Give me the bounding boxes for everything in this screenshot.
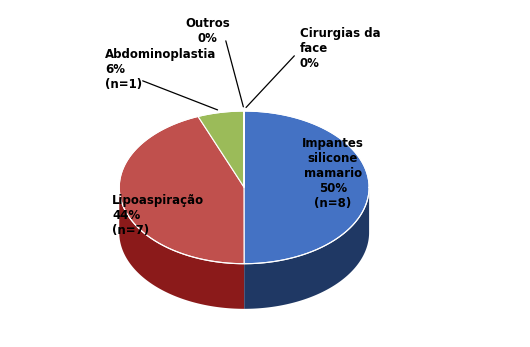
Polygon shape <box>198 111 244 187</box>
Text: Impantes
silicone
mamario
50%
(n=8): Impantes silicone mamario 50% (n=8) <box>302 137 364 210</box>
Polygon shape <box>244 188 369 309</box>
Polygon shape <box>119 117 244 264</box>
Text: Outros
0%: Outros 0% <box>186 17 230 45</box>
Polygon shape <box>244 111 369 264</box>
Text: Abdominoplastia
6%
(n=1): Abdominoplastia 6% (n=1) <box>105 48 217 91</box>
Text: Cirurgias da
face
0%: Cirurgias da face 0% <box>299 27 381 70</box>
Text: Lipoaspiração
44%
(n=7): Lipoaspiração 44% (n=7) <box>112 194 205 237</box>
Polygon shape <box>119 188 244 309</box>
